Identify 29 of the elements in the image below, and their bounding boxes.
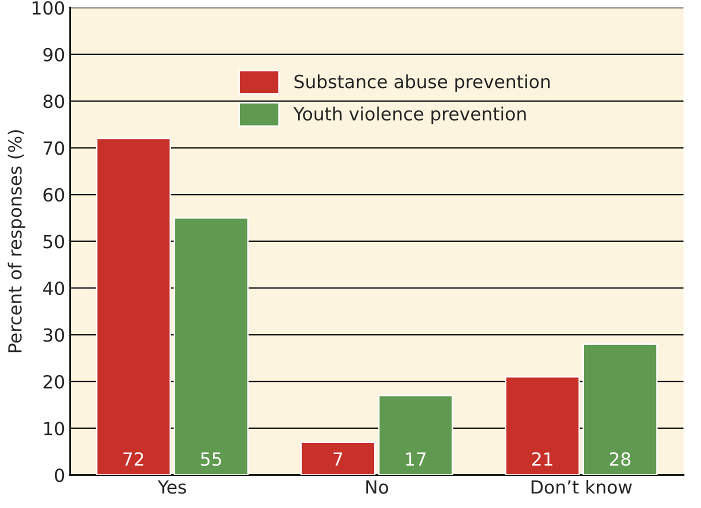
y-tick-label: 50 bbox=[44, 234, 64, 248]
bar bbox=[582, 343, 658, 475]
x-tick-label: Yes bbox=[158, 480, 186, 494]
bar bbox=[300, 442, 376, 475]
data-label: 55 bbox=[201, 452, 222, 466]
y-tick-label: 30 bbox=[44, 328, 64, 342]
data-label: 28 bbox=[610, 452, 630, 466]
y-tick-label: 70 bbox=[44, 141, 64, 155]
bar bbox=[174, 217, 249, 475]
y-tick-label: 90 bbox=[43, 48, 64, 62]
legend-label: Substance abuse prevention bbox=[294, 74, 550, 92]
data-label: 21 bbox=[532, 452, 552, 466]
bar bbox=[504, 376, 580, 475]
y-tick-label: 80 bbox=[43, 94, 64, 108]
data-label: 72 bbox=[123, 452, 144, 466]
y-tick-label: 60 bbox=[44, 188, 64, 202]
y-tick-label: 100 bbox=[32, 1, 64, 15]
data-label: 7 bbox=[334, 452, 342, 466]
bar bbox=[378, 394, 454, 475]
y-tick-label: 40 bbox=[43, 281, 64, 296]
x-tick-label: Don’t know bbox=[532, 480, 632, 494]
bar bbox=[96, 138, 171, 475]
y-tick-label: 10 bbox=[44, 422, 64, 436]
y-axis-title: Percent of responses (%) bbox=[8, 130, 26, 352]
x-tick-label: No bbox=[366, 480, 388, 494]
y-tick-label: 0 bbox=[54, 468, 64, 482]
legend-label: Youth violence prevention bbox=[293, 106, 526, 124]
y-tick-label: 20 bbox=[44, 374, 64, 389]
data-label: 17 bbox=[406, 452, 426, 466]
